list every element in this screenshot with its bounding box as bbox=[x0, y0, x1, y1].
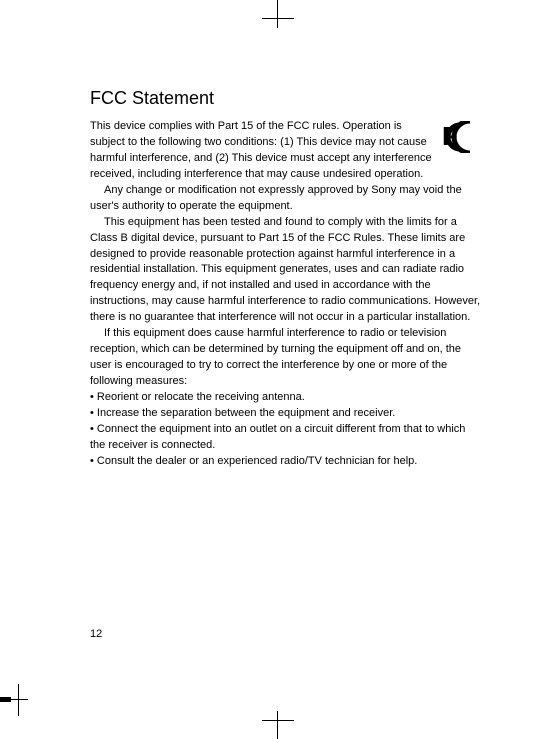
bullet-3: • Connect the equipment into an outlet o… bbox=[90, 422, 482, 454]
paragraph-2: Any change or modification not expressly… bbox=[90, 183, 482, 215]
bullet-4: • Consult the dealer or an experienced r… bbox=[90, 454, 482, 470]
paragraph-4: If this equipment does cause harmful int… bbox=[90, 326, 482, 390]
page-content: FCC Statement F This device complies wit… bbox=[90, 88, 482, 470]
bullet-2: • Increase the separation between the eq… bbox=[90, 406, 482, 422]
heading-fcc-statement: FCC Statement bbox=[90, 88, 482, 109]
paragraph-3: This equipment has been tested and found… bbox=[90, 215, 482, 327]
page-number: 12 bbox=[90, 628, 102, 640]
fcc-logo-icon: F bbox=[442, 121, 482, 153]
body-text: F This device complies with Part 15 of t… bbox=[90, 119, 482, 470]
bullet-1: • Reorient or relocate the receiving ant… bbox=[90, 390, 482, 406]
paragraph-1: This device complies with Part 15 of the… bbox=[90, 119, 482, 183]
